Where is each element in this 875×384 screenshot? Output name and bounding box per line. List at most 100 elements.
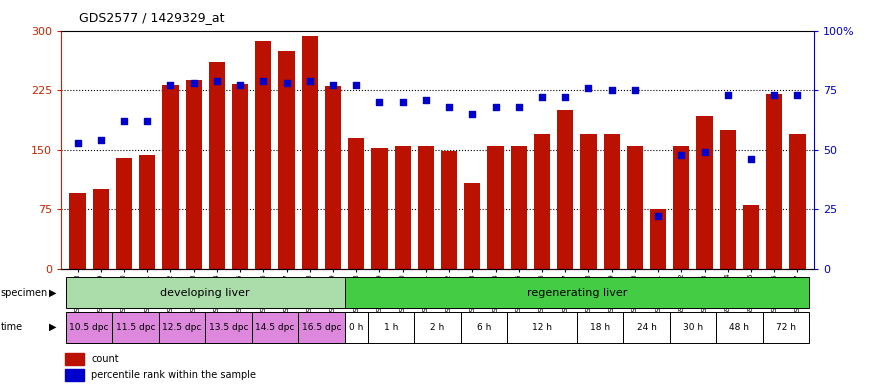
Point [488, 104, 502, 110]
Bar [669, 312, 717, 343]
Bar [720, 130, 736, 269]
Point [94, 137, 108, 143]
Bar [414, 312, 461, 343]
Point [675, 151, 689, 157]
Text: developing liver: developing liver [160, 288, 250, 298]
Bar [158, 312, 206, 343]
Text: 12 h: 12 h [532, 323, 552, 332]
Point [140, 118, 154, 124]
Point [744, 156, 758, 162]
Point [256, 78, 270, 84]
Text: time: time [1, 322, 23, 332]
Bar [325, 86, 341, 269]
Text: GDS2577 / 1429329_at: GDS2577 / 1429329_at [79, 12, 224, 25]
Bar [441, 151, 458, 269]
Bar [395, 146, 410, 269]
Bar [69, 193, 86, 269]
Point [117, 118, 131, 124]
Point [651, 214, 665, 220]
Point [605, 87, 619, 93]
Bar [302, 36, 318, 269]
Bar [298, 312, 345, 343]
Bar [580, 134, 597, 269]
Text: 72 h: 72 h [776, 323, 796, 332]
Point [396, 99, 410, 105]
Point [326, 83, 340, 89]
Text: 18 h: 18 h [590, 323, 610, 332]
Bar [252, 312, 298, 343]
Bar [93, 189, 108, 269]
Text: 16.5 dpc: 16.5 dpc [302, 323, 341, 332]
Text: 48 h: 48 h [730, 323, 749, 332]
Bar [696, 116, 713, 269]
Bar [650, 209, 666, 269]
Bar [186, 80, 202, 269]
Bar [66, 312, 112, 343]
Point [233, 83, 247, 89]
Bar [139, 155, 156, 269]
Bar [348, 138, 364, 269]
Point [512, 104, 526, 110]
Point [767, 92, 781, 98]
Bar [209, 63, 225, 269]
Point [71, 139, 85, 146]
Bar [789, 134, 806, 269]
Bar [511, 146, 527, 269]
Text: 12.5 dpc: 12.5 dpc [163, 323, 202, 332]
Point [790, 92, 804, 98]
Point [582, 85, 596, 91]
Bar [162, 85, 178, 269]
Bar [626, 146, 643, 269]
Point [697, 149, 711, 155]
Point [558, 94, 572, 101]
Bar [371, 148, 388, 269]
Bar [604, 134, 620, 269]
Bar [278, 51, 295, 269]
Bar [673, 146, 690, 269]
Bar [743, 205, 760, 269]
Bar [66, 277, 345, 308]
Text: 10.5 dpc: 10.5 dpc [69, 323, 108, 332]
Point [721, 92, 735, 98]
Text: regenerating liver: regenerating liver [527, 288, 627, 298]
Text: ▶: ▶ [49, 322, 57, 332]
Bar [766, 94, 782, 269]
Bar [345, 312, 368, 343]
Text: 2 h: 2 h [430, 323, 444, 332]
Bar [112, 312, 158, 343]
Point [628, 87, 642, 93]
Point [186, 80, 200, 86]
Point [349, 83, 363, 89]
Text: 30 h: 30 h [682, 323, 703, 332]
Text: 24 h: 24 h [637, 323, 656, 332]
Bar [763, 312, 809, 343]
Point [466, 111, 480, 117]
Text: 0 h: 0 h [349, 323, 363, 332]
Bar [65, 353, 84, 365]
Point [419, 97, 433, 103]
Bar [461, 312, 507, 343]
Point [210, 78, 224, 84]
Text: 1 h: 1 h [384, 323, 398, 332]
Text: percentile rank within the sample: percentile rank within the sample [91, 370, 256, 381]
Point [535, 94, 549, 101]
Text: 11.5 dpc: 11.5 dpc [116, 323, 156, 332]
Point [164, 83, 178, 89]
Bar [557, 110, 573, 269]
Text: specimen: specimen [1, 288, 48, 298]
Bar [623, 312, 669, 343]
Bar [116, 158, 132, 269]
Point [373, 99, 387, 105]
Text: 6 h: 6 h [477, 323, 491, 332]
Text: ▶: ▶ [49, 288, 57, 298]
Bar [232, 84, 248, 269]
Bar [345, 277, 809, 308]
Bar [255, 41, 271, 269]
Text: 13.5 dpc: 13.5 dpc [209, 323, 248, 332]
Bar [417, 146, 434, 269]
Bar [206, 312, 252, 343]
Text: count: count [91, 354, 119, 364]
Bar [65, 369, 84, 381]
Point [303, 78, 317, 84]
Bar [487, 146, 504, 269]
